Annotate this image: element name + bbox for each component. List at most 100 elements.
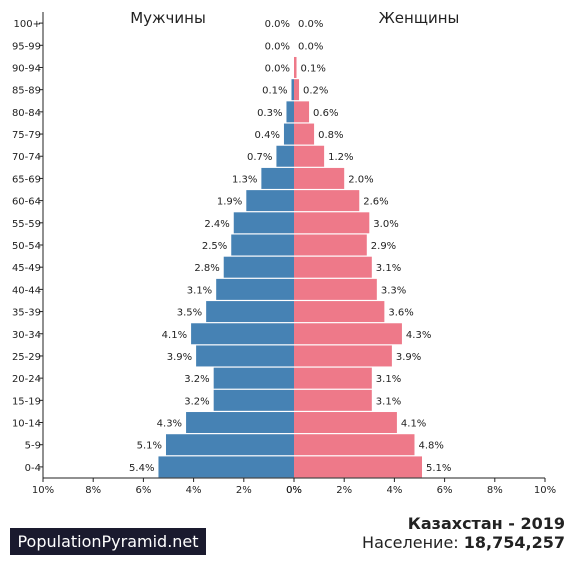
male-bar [261,167,294,189]
male-value-label: 1.9% [217,197,242,208]
female-value-label: 4.8% [418,441,443,452]
female-bar [294,278,377,300]
female-value-label: 3.6% [388,308,413,319]
male-bar [191,323,294,345]
female-value-label: 5.1% [426,463,451,474]
female-bar [294,234,367,256]
female-value-label: 1.2% [328,152,353,163]
male-bar [246,190,294,212]
male-value-label: 4.3% [157,419,182,430]
male-value-label: 0.3% [257,108,282,119]
age-group-label: 90-94 [12,63,41,74]
female-bar [294,212,370,234]
male-value-label: 2.4% [204,219,229,230]
brand-logo[interactable]: PopulationPyramid.net [10,528,206,555]
female-bar [294,101,310,123]
age-group-label: 50-54 [12,241,41,252]
female-bar [294,345,392,367]
female-bar [294,190,360,212]
male-bar [291,79,294,101]
female-value-label: 3.9% [396,352,421,363]
female-bar [294,301,385,323]
age-group-label: 85-89 [12,86,41,97]
x-tick-label: 10% [534,485,556,496]
population-label: Население: [362,533,459,552]
female-value-label: 4.3% [406,330,431,341]
age-group-label: 80-84 [12,108,41,119]
population-line: Население: 18,754,257 [362,533,565,552]
age-group-label: 55-59 [12,219,41,230]
male-bar [231,234,294,256]
male-value-label: 1.3% [232,174,257,185]
female-value-label: 2.9% [371,241,396,252]
age-group-label: 20-24 [12,374,41,385]
female-bar [294,145,325,167]
axes-layer [39,12,546,482]
female-bar [294,367,372,389]
female-bar [294,389,372,411]
male-value-label: 5.4% [129,463,154,474]
male-value-label: 3.1% [187,285,212,296]
age-group-label: 95-99 [12,41,41,52]
age-group-label: 65-69 [12,174,41,185]
male-bar [165,434,294,456]
female-bar [294,412,397,434]
male-value-label: 0.0% [265,41,290,52]
female-bar [294,56,297,78]
x-tick-label: 0% [286,485,302,496]
female-series-title: Женщины [379,9,460,27]
age-group-label: 75-79 [12,130,41,141]
country-title: Казахстан - 2019 [407,514,565,533]
female-bar [294,323,402,345]
male-value-label: 3.2% [184,374,209,385]
x-tick-label: 10% [32,485,54,496]
male-value-label: 0.0% [265,63,290,74]
x-tick-label: 8% [85,485,101,496]
male-value-label: 2.5% [202,241,227,252]
male-bar [283,123,294,145]
male-value-label: 3.5% [177,308,202,319]
age-group-label: 10-14 [12,419,41,430]
male-series-title: Мужчины [130,9,206,27]
male-value-label: 0.4% [255,130,280,141]
male-value-label: 2.8% [194,263,219,274]
female-bar [294,167,345,189]
age-group-label: 25-29 [12,352,41,363]
female-value-label: 3.1% [376,374,401,385]
female-value-label: 0.1% [301,63,326,74]
male-bar [196,345,294,367]
age-group-label: 60-64 [12,197,41,208]
female-value-label: 2.6% [363,197,388,208]
male-value-label: 0.0% [265,19,290,30]
age-group-label: 100+ [14,19,41,30]
male-bar [206,301,294,323]
female-value-label: 3.1% [376,263,401,274]
labels-layer: 5.4% 5.1% 0-4 5.1% 4.8% 5-9 4.3% 4.1% 10-14 3.2% 3… [12,9,556,496]
female-bar [294,256,372,278]
male-bar [213,389,294,411]
male-value-label: 4.1% [162,330,187,341]
female-value-label: 0.0% [298,19,323,30]
x-tick-label: 8% [487,485,503,496]
female-value-label: 2.0% [348,174,373,185]
age-group-label: 5-9 [25,441,41,452]
male-value-label: 3.9% [167,352,192,363]
x-tick-label: 2% [236,485,252,496]
age-group-label: 30-34 [12,330,41,341]
female-bar [294,456,423,478]
male-bar [158,456,294,478]
age-group-label: 35-39 [12,308,41,319]
female-bar [294,123,315,145]
female-value-label: 3.3% [381,285,406,296]
female-value-label: 4.1% [401,419,426,430]
population-pyramid-chart: 5.4% 5.1% 0-4 5.1% 4.8% 5-9 4.3% 4.1% 10-14 3.2% 3… [12,9,556,496]
x-tick-label: 0% [286,485,302,496]
male-bar [286,101,294,123]
bars-layer [158,56,423,478]
male-bar [213,367,294,389]
male-bar [186,412,294,434]
female-value-label: 3.0% [373,219,398,230]
male-bar [216,278,294,300]
female-value-label: 0.8% [318,130,343,141]
male-bar [276,145,294,167]
